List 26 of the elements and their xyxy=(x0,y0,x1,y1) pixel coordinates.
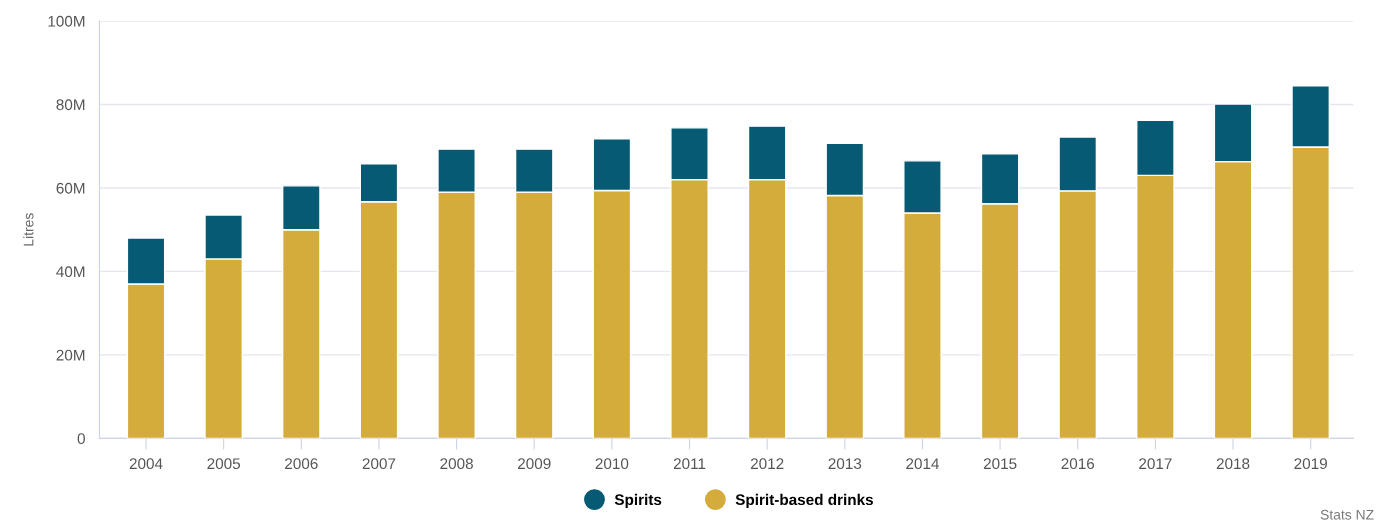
x-tick-label: 2013 xyxy=(828,458,862,470)
x-tick-label: 2004 xyxy=(129,458,163,470)
x-tick-label: 2018 xyxy=(1216,458,1250,470)
x-tick-label: 2015 xyxy=(983,458,1017,470)
y-tick-label: 0 xyxy=(77,433,85,445)
x-tick-label: 2014 xyxy=(906,458,939,470)
y-tick-label: 100M xyxy=(48,15,85,27)
y-tick-label: 60M xyxy=(56,182,85,194)
x-tick-label: 2019 xyxy=(1294,458,1327,470)
y-tick-label: 40M xyxy=(56,266,85,278)
x-tick-label: 2017 xyxy=(1139,458,1172,470)
x-tick-label: 2007 xyxy=(362,458,396,470)
x-tick-label: 2010 xyxy=(595,458,629,470)
legend-label: Spirits xyxy=(614,493,662,509)
x-tick-label: 2005 xyxy=(207,458,241,470)
legend-label: Spirit-based drinks xyxy=(735,493,873,509)
x-tick-label: 2008 xyxy=(440,458,473,470)
x-tick-label: 2011 xyxy=(673,458,706,470)
x-tick-label: 2016 xyxy=(1061,458,1095,470)
x-tick-label: 2009 xyxy=(518,458,551,470)
y-tick-label: 80M xyxy=(56,99,85,111)
y-tick-label: 20M xyxy=(56,349,85,361)
y-axis-title: Litres xyxy=(23,213,34,246)
x-tick-label: 2006 xyxy=(285,458,318,470)
x-tick-label: 2012 xyxy=(750,458,784,470)
text: Stats NZ xyxy=(1320,509,1374,520)
